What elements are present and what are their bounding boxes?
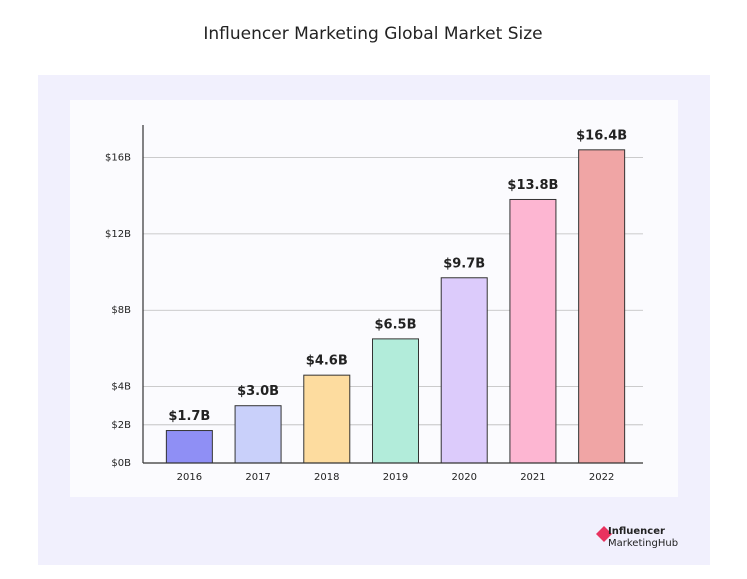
bar: [509, 198, 557, 464]
x-tick-label: 2020: [451, 472, 476, 483]
plot: $0B $2B $4B $8B $12B $16B 2016 $1.7B 2017 $3.0B 20…: [105, 128, 643, 483]
x-tick-label: 2022: [589, 472, 614, 483]
x-tick-label: 2018: [314, 472, 339, 483]
data-label: $1.7B: [168, 409, 210, 424]
y-tick-label: $0B: [111, 458, 131, 469]
bar: [303, 374, 351, 464]
y-tick-label: $4B: [111, 382, 131, 393]
x-tick-label: 2016: [177, 472, 202, 483]
y-tick-label: $2B: [111, 420, 131, 431]
x-tick-label: 2017: [245, 472, 270, 483]
x-tick-label: 2021: [520, 472, 545, 483]
bar: [578, 149, 626, 464]
y-tick-label: $16B: [105, 152, 131, 163]
data-label: $3.0B: [237, 384, 279, 399]
logo-text: Influencer: [608, 526, 665, 537]
logo-text: MarketingHub: [608, 538, 678, 549]
data-label: $4.6B: [306, 354, 348, 369]
bar: [440, 277, 488, 464]
y-tick-label: $12B: [105, 229, 131, 240]
x-tick-label: 2019: [383, 472, 408, 483]
data-label: $6.5B: [375, 317, 417, 332]
chart-title: Influencer Marketing Global Market Size: [203, 24, 542, 44]
bar: [372, 338, 419, 464]
data-label: $13.8B: [507, 178, 558, 193]
data-label: $16.4B: [576, 128, 627, 143]
bar: [165, 430, 213, 464]
data-label: $9.7B: [443, 256, 485, 271]
logo-icon: [596, 526, 612, 542]
bar: [234, 405, 282, 464]
y-tick-label: $8B: [111, 305, 131, 316]
